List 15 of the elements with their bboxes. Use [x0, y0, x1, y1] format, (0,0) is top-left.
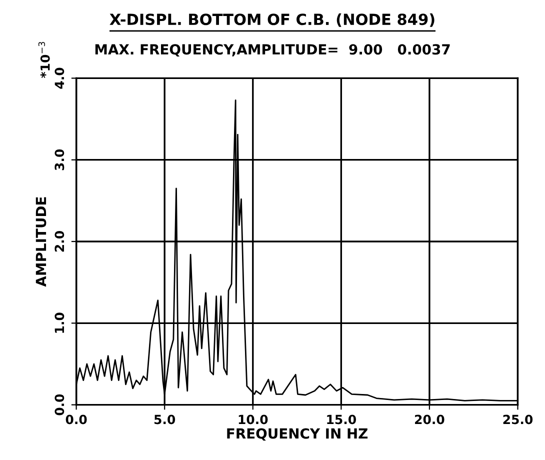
x-tick-label: 10.0 [238, 414, 268, 424]
text: *10$^{−3}$ [38, 42, 50, 78]
x-tick-label: 25.0 [503, 414, 533, 424]
y-tick-label: 3.0 [54, 149, 64, 170]
chart-subtitle: MAX. FREQUENCY,AMPLITUDE= 9.00 0.0037 [95, 44, 450, 56]
x-tick-label: 5.0 [154, 414, 176, 424]
y-tick-label: 1.0 [54, 312, 64, 333]
chart-title: X-DISPL. BOTTOM OF C.B. (NODE 849) [110, 13, 434, 27]
x-tick-label: 0.0 [66, 414, 87, 424]
y-axis-title: AMPLITUDE [36, 197, 46, 287]
y-tick-label: 2.0 [54, 231, 64, 252]
y-tick-label: 4.0 [54, 68, 64, 89]
x-tick-label: 20.0 [415, 414, 444, 424]
x-tick-label: 15.0 [327, 414, 356, 424]
x-axis-title: FREQUENCY IN HZ [227, 428, 368, 441]
